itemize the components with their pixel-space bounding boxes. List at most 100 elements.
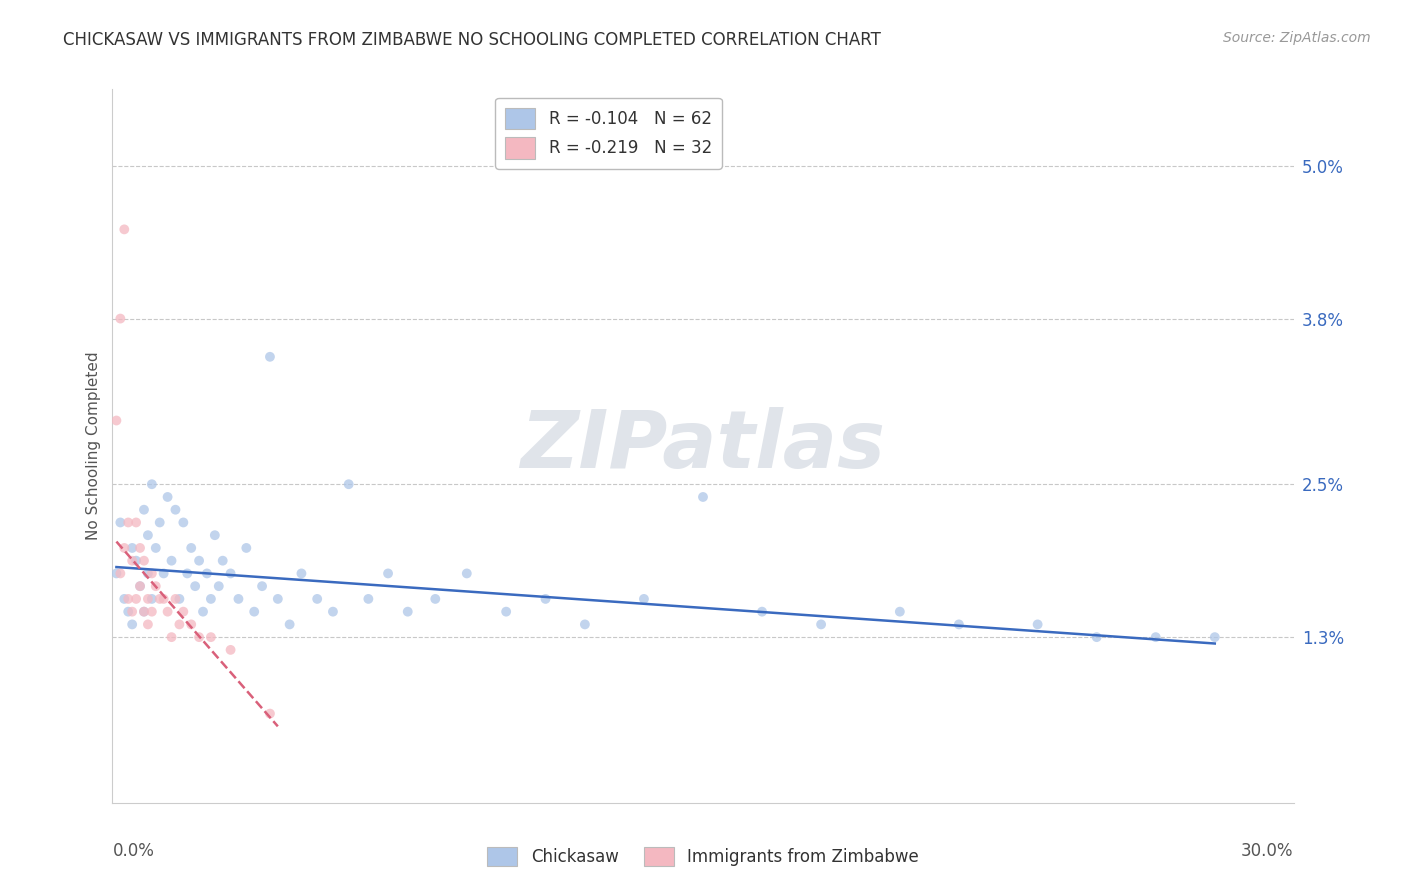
Point xyxy=(112,541,135,555)
Point xyxy=(136,528,159,542)
Point xyxy=(165,502,187,516)
Point xyxy=(145,579,167,593)
Point xyxy=(156,490,179,504)
Point xyxy=(141,477,163,491)
Point xyxy=(396,605,419,619)
Point xyxy=(1144,630,1167,644)
Point xyxy=(456,566,478,581)
Point xyxy=(176,566,198,581)
Point xyxy=(200,630,222,644)
Point xyxy=(1085,630,1108,644)
Point xyxy=(534,591,557,606)
Point xyxy=(141,605,163,619)
Text: 0.0%: 0.0% xyxy=(112,842,155,860)
Point xyxy=(208,579,231,593)
Point xyxy=(357,591,380,606)
Point xyxy=(125,591,148,606)
Point xyxy=(200,591,222,606)
Point xyxy=(574,617,596,632)
Point xyxy=(243,605,266,619)
Point xyxy=(121,541,143,555)
Point xyxy=(129,579,152,593)
Point xyxy=(180,617,202,632)
Point xyxy=(141,566,163,581)
Y-axis label: No Schooling Completed: No Schooling Completed xyxy=(86,351,101,541)
Text: 30.0%: 30.0% xyxy=(1241,842,1294,860)
Point xyxy=(136,566,159,581)
Point xyxy=(180,541,202,555)
Point xyxy=(125,516,148,530)
Point xyxy=(1204,630,1226,644)
Point xyxy=(117,605,139,619)
Text: CHICKASAW VS IMMIGRANTS FROM ZIMBABWE NO SCHOOLING COMPLETED CORRELATION CHART: CHICKASAW VS IMMIGRANTS FROM ZIMBABWE NO… xyxy=(63,31,882,49)
Point xyxy=(191,605,214,619)
Point xyxy=(112,222,135,236)
Point xyxy=(110,566,132,581)
Point xyxy=(132,605,155,619)
Point xyxy=(156,605,179,619)
Point xyxy=(165,591,187,606)
Point xyxy=(117,516,139,530)
Point xyxy=(810,617,832,632)
Point xyxy=(110,311,132,326)
Point xyxy=(121,605,143,619)
Point xyxy=(117,591,139,606)
Point xyxy=(129,541,152,555)
Text: Source: ZipAtlas.com: Source: ZipAtlas.com xyxy=(1223,31,1371,45)
Point xyxy=(692,490,714,504)
Point xyxy=(121,554,143,568)
Point xyxy=(259,706,281,721)
Point xyxy=(219,566,242,581)
Point xyxy=(337,477,360,491)
Point xyxy=(307,591,329,606)
Point xyxy=(132,554,155,568)
Point xyxy=(235,541,257,555)
Point xyxy=(149,516,172,530)
Point xyxy=(184,579,207,593)
Point xyxy=(152,591,174,606)
Point xyxy=(160,554,183,568)
Point xyxy=(136,617,159,632)
Point xyxy=(105,413,128,427)
Point xyxy=(141,591,163,606)
Point xyxy=(425,591,447,606)
Point xyxy=(149,591,172,606)
Point xyxy=(112,591,135,606)
Point xyxy=(250,579,273,593)
Point xyxy=(267,591,290,606)
Legend: Chickasaw, Immigrants from Zimbabwe: Chickasaw, Immigrants from Zimbabwe xyxy=(481,840,925,873)
Point xyxy=(204,528,226,542)
Point xyxy=(121,617,143,632)
Point xyxy=(132,605,155,619)
Point xyxy=(290,566,312,581)
Point xyxy=(188,630,211,644)
Point xyxy=(377,566,399,581)
Point xyxy=(1026,617,1049,632)
Point xyxy=(259,350,281,364)
Legend: R = -0.104   N = 62, R = -0.219   N = 32: R = -0.104 N = 62, R = -0.219 N = 32 xyxy=(495,97,721,169)
Point xyxy=(160,630,183,644)
Point xyxy=(105,566,128,581)
Point xyxy=(889,605,911,619)
Point xyxy=(129,579,152,593)
Point xyxy=(211,554,233,568)
Point xyxy=(145,541,167,555)
Text: ZIPatlas: ZIPatlas xyxy=(520,407,886,485)
Point xyxy=(278,617,301,632)
Point xyxy=(948,617,970,632)
Point xyxy=(125,554,148,568)
Point xyxy=(322,605,344,619)
Point xyxy=(169,591,191,606)
Point xyxy=(152,566,174,581)
Point xyxy=(169,617,191,632)
Point xyxy=(195,566,218,581)
Point xyxy=(132,502,155,516)
Point xyxy=(228,591,250,606)
Point xyxy=(633,591,655,606)
Point xyxy=(188,554,211,568)
Point xyxy=(219,643,242,657)
Point xyxy=(110,516,132,530)
Point xyxy=(495,605,517,619)
Point xyxy=(136,591,159,606)
Point xyxy=(751,605,773,619)
